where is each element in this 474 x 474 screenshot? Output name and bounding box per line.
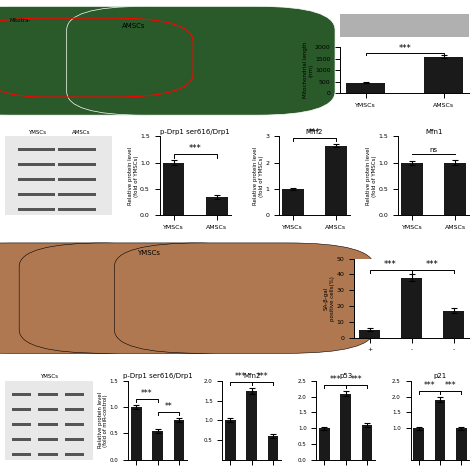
Text: ***: *** [141, 389, 153, 398]
Bar [206, 197, 228, 215]
Bar [58, 208, 95, 211]
Text: AMSCs: AMSCs [73, 130, 91, 135]
Bar [173, 420, 184, 460]
Text: ***: *** [235, 372, 247, 381]
Bar [18, 148, 55, 151]
Bar [319, 428, 330, 460]
Bar [38, 438, 57, 441]
Bar [38, 393, 57, 396]
Bar [38, 408, 57, 411]
Bar [282, 189, 304, 215]
Bar [435, 400, 445, 460]
Text: ns: ns [429, 147, 438, 153]
Bar [152, 431, 163, 460]
FancyBboxPatch shape [19, 243, 279, 353]
Bar [359, 329, 380, 337]
Title: Mfn1: Mfn1 [425, 128, 442, 135]
Y-axis label: SA-β-gal
positive cells(%): SA-β-gal positive cells(%) [324, 276, 335, 320]
Bar [58, 163, 95, 166]
Text: YMSCs: YMSCs [137, 250, 161, 256]
FancyBboxPatch shape [0, 243, 183, 353]
Bar [58, 193, 95, 196]
FancyBboxPatch shape [114, 243, 374, 353]
Bar [64, 393, 84, 396]
Title: p-Drp1 ser616/Drp1: p-Drp1 ser616/Drp1 [160, 128, 230, 135]
Bar [424, 56, 464, 93]
Bar [225, 420, 236, 460]
Bar [58, 148, 95, 151]
Bar [12, 453, 31, 456]
Bar [12, 408, 31, 411]
Bar [340, 393, 351, 460]
Y-axis label: Relative protein level
(fold of miR-control): Relative protein level (fold of miR-cont… [98, 392, 109, 448]
Text: YMSCs: YMSCs [40, 374, 58, 379]
Bar [18, 163, 55, 166]
Bar [401, 278, 422, 337]
FancyBboxPatch shape [0, 6, 216, 115]
Text: ***: *** [308, 128, 321, 137]
Y-axis label: Mitochondrial length
(nm): Mitochondrial length (nm) [303, 42, 313, 99]
Bar [401, 163, 423, 215]
Bar [12, 423, 31, 426]
Text: AMSCs: AMSCs [122, 23, 146, 29]
Text: **: ** [164, 402, 172, 411]
FancyBboxPatch shape [67, 6, 335, 115]
Text: ***: *** [423, 381, 435, 390]
Text: ***: *** [384, 260, 397, 269]
Bar [268, 436, 278, 460]
Bar [413, 428, 424, 460]
Bar [58, 178, 95, 182]
Text: YMSCs: YMSCs [28, 130, 46, 135]
Bar [18, 178, 55, 182]
Bar [18, 208, 55, 211]
Bar [325, 146, 347, 215]
Bar [163, 163, 184, 215]
Text: ***: *** [351, 375, 362, 384]
Bar [456, 428, 466, 460]
Text: ***: *** [329, 375, 341, 384]
Y-axis label: Relative protein level
(fold of YMSCs): Relative protein level (fold of YMSCs) [253, 147, 264, 205]
Bar [38, 453, 57, 456]
Text: ***: *** [426, 260, 439, 269]
Text: ***: *** [256, 372, 268, 381]
Y-axis label: Relative protein level
(fold of YMSCs): Relative protein level (fold of YMSCs) [366, 147, 377, 205]
Title: p-Drp1 ser616/Drp1: p-Drp1 ser616/Drp1 [123, 373, 192, 379]
Bar [246, 391, 257, 460]
Bar [12, 438, 31, 441]
Title: Mfn2: Mfn2 [306, 128, 323, 135]
Bar [131, 407, 142, 460]
Title: Mfn2: Mfn2 [243, 373, 260, 379]
Bar [346, 83, 385, 93]
Y-axis label: Relative protein level
(fold of YMSCs): Relative protein level (fold of YMSCs) [128, 147, 139, 205]
Title: p53: p53 [339, 373, 353, 379]
Bar [64, 453, 84, 456]
Text: ***: *** [445, 381, 456, 390]
Text: Mitotra-: Mitotra- [10, 18, 31, 23]
Bar [362, 425, 373, 460]
Title: p21: p21 [433, 373, 447, 379]
Bar [64, 438, 84, 441]
Bar [64, 423, 84, 426]
Bar [38, 423, 57, 426]
Bar [443, 311, 464, 337]
Text: ***: *** [189, 144, 201, 153]
Text: ***: *** [398, 44, 411, 53]
Bar [64, 408, 84, 411]
Bar [445, 163, 466, 215]
Bar [12, 393, 31, 396]
Bar [18, 193, 55, 196]
